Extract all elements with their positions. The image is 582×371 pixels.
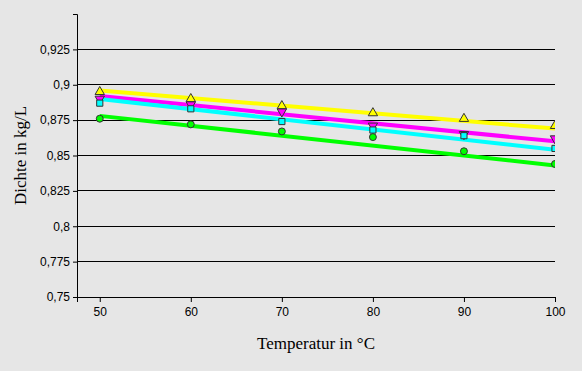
grid-line (77, 261, 555, 262)
marker (552, 145, 555, 151)
y-tick-mark (73, 226, 77, 227)
x-tick-mark (373, 297, 374, 302)
x-tick: 80 (367, 297, 381, 319)
marker (459, 132, 468, 140)
series-markers (97, 100, 555, 151)
y-axis: 0,75 0,775 0,8 0,825 0,85 0,875 0,9 0,925 (40, 15, 78, 305)
marker (460, 148, 467, 155)
x-tick: 60 (185, 297, 199, 319)
x-tick: 100 (545, 297, 565, 319)
marker (550, 120, 555, 128)
y-tick: 0,825 (40, 184, 77, 198)
x-axis: 50 60 70 80 90 100 (78, 297, 566, 319)
y-axis-line (73, 15, 78, 298)
series-markers (95, 96, 555, 144)
marker (187, 121, 194, 128)
x-tick: 50 (94, 297, 108, 319)
y-tick-mark (73, 49, 77, 50)
x-tick-mark (555, 297, 556, 302)
marker (279, 118, 285, 124)
marker (278, 128, 285, 135)
x-tick-label: 70 (276, 305, 290, 319)
y-tick-label: 0,9 (53, 78, 70, 92)
marker (97, 100, 103, 106)
grid-line (77, 49, 555, 50)
y-axis-title: Dichte in kg/L (11, 106, 30, 205)
x-tick-mark (100, 297, 101, 302)
y-tick-mark (73, 85, 77, 86)
y-tick: 0,875 (40, 113, 77, 127)
x-tick-label: 80 (367, 305, 381, 319)
grid (77, 49, 555, 297)
marker (552, 161, 555, 168)
y-tick-mark (73, 120, 77, 121)
y-tick-label: 0,925 (40, 43, 70, 57)
x-axis-line (78, 298, 556, 303)
marker (459, 113, 468, 121)
marker (95, 86, 104, 94)
y-tick: 0,85 (47, 149, 77, 163)
x-tick-mark (191, 297, 192, 302)
plot: 0,75 0,775 0,8 0,825 0,85 0,875 0,9 0,925 50 60 70… (40, 15, 566, 319)
y-tick-label: 0,775 (40, 255, 70, 269)
y-tick-label: 0,75 (47, 290, 71, 304)
series-markers (95, 86, 555, 128)
x-axis-title: Temperatur in °C (257, 334, 375, 353)
x-tick-mark (464, 297, 465, 302)
data-layer (95, 86, 555, 167)
y-tick-mark (73, 191, 77, 192)
grid-line (77, 84, 555, 85)
x-tick-label: 60 (185, 305, 199, 319)
marker (550, 136, 555, 144)
grid-line (77, 190, 555, 191)
y-tick-label: 0,825 (40, 184, 70, 198)
marker (368, 108, 377, 116)
y-tick-mark (73, 297, 77, 298)
y-tick-label: 0,85 (47, 149, 71, 163)
y-tick-label: 0,875 (40, 113, 70, 127)
y-tick-mark (73, 156, 77, 157)
trend-line (100, 96, 555, 141)
x-tick: 70 (276, 297, 290, 319)
series-markers (96, 115, 555, 167)
y-tick: 0,9 (53, 78, 77, 92)
x-tick-mark (282, 297, 283, 302)
marker (369, 134, 376, 141)
marker (370, 127, 376, 133)
marker (188, 106, 194, 112)
marker (186, 93, 195, 101)
y-tick: 0,8 (53, 220, 77, 234)
chart: 0,75 0,775 0,8 0,825 0,85 0,875 0,9 0,925 50 60 70… (0, 0, 582, 371)
y-tick: 0,925 (40, 43, 77, 57)
y-tick-label: 0,8 (53, 220, 70, 234)
marker (277, 101, 286, 109)
marker (277, 109, 286, 117)
y-tick: 0,75 (47, 290, 77, 304)
y-tick-mark (73, 262, 77, 263)
x-tick-label: 50 (94, 305, 108, 319)
marker (461, 133, 467, 139)
y-tick: 0,775 (40, 255, 77, 269)
marker (96, 115, 103, 122)
trend-line (100, 116, 555, 166)
x-tick-label: 90 (458, 305, 472, 319)
grid-line (77, 226, 555, 227)
x-tick: 90 (458, 297, 472, 319)
x-tick-label: 100 (545, 305, 565, 319)
